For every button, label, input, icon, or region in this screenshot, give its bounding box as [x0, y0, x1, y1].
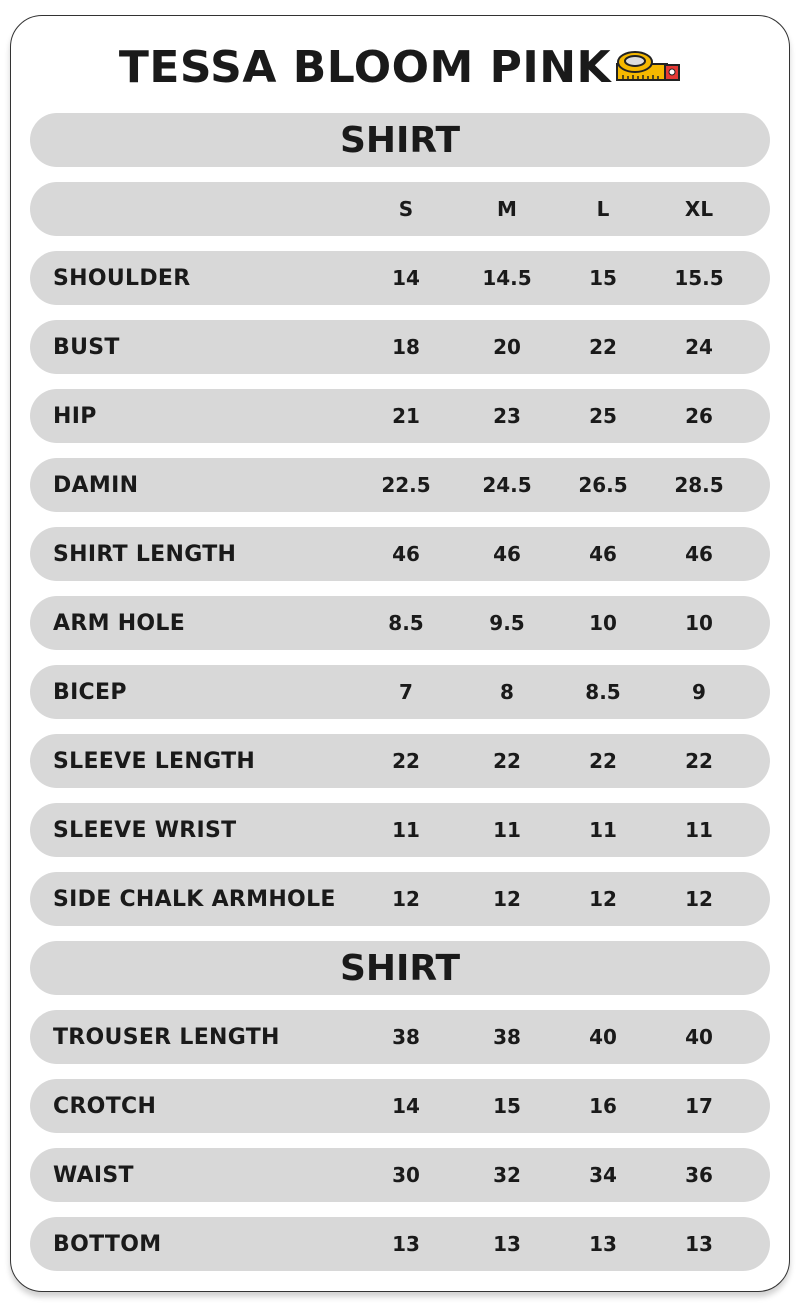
cell-value: 23	[493, 404, 521, 428]
table-row: BOTTOM 13 13 13 13	[30, 1217, 770, 1271]
cell-value: 8	[500, 680, 514, 704]
cell-value: 26.5	[578, 473, 628, 497]
row-label: CROTCH	[53, 1094, 157, 1119]
cell-value: 24	[685, 335, 713, 359]
cell-value: 7	[399, 680, 413, 704]
cell-value: 15	[493, 1094, 521, 1118]
row-label: SHOULDER	[53, 266, 191, 291]
title-text: TESSA BLOOM PINK	[118, 42, 612, 93]
row-label: BOTTOM	[53, 1232, 162, 1257]
size-header: M	[497, 197, 517, 221]
section-heading: SHIRT	[30, 113, 770, 167]
cell-value: 22	[392, 749, 420, 773]
cell-value: 10	[685, 611, 713, 635]
cell-value: 36	[685, 1163, 713, 1187]
cell-value: 11	[589, 818, 617, 842]
section-heading: SHIRT	[30, 941, 770, 995]
row-label: BICEP	[53, 680, 127, 705]
row-label: DAMIN	[53, 473, 139, 498]
table-row: BUST 18 20 22 24	[30, 320, 770, 374]
cell-value: 10	[589, 611, 617, 635]
cell-value: 8.5	[388, 611, 424, 635]
cell-value: 46	[392, 542, 420, 566]
cell-value: 24.5	[482, 473, 532, 497]
table-row: WAIST 30 32 34 36	[30, 1148, 770, 1202]
table-row: SIDE CHALK ARMHOLE 12 12 12 12	[30, 872, 770, 926]
cell-value: 21	[392, 404, 420, 428]
cell-value: 14	[392, 1094, 420, 1118]
row-label: ARM HOLE	[53, 611, 186, 636]
cell-value: 13	[589, 1232, 617, 1256]
row-label: SLEEVE LENGTH	[53, 749, 256, 774]
cell-value: 38	[493, 1025, 521, 1049]
cell-value: 40	[589, 1025, 617, 1049]
row-label: HIP	[53, 404, 97, 429]
cell-value: 9.5	[489, 611, 525, 635]
cell-value: 11	[685, 818, 713, 842]
cell-value: 13	[685, 1232, 713, 1256]
cell-value: 46	[493, 542, 521, 566]
cell-value: 12	[392, 887, 420, 911]
cell-value: 38	[392, 1025, 420, 1049]
cell-value: 22	[685, 749, 713, 773]
row-label: TROUSER LENGTH	[53, 1025, 280, 1050]
size-header: XL	[684, 197, 714, 221]
table-row: SHIRT LENGTH 46 46 46 46	[30, 527, 770, 581]
cell-value: 32	[493, 1163, 521, 1187]
table-row: TROUSER LENGTH 38 38 40 40	[30, 1010, 770, 1064]
cell-value: 15	[589, 266, 617, 290]
cell-value: 17	[685, 1094, 713, 1118]
cell-value: 40	[685, 1025, 713, 1049]
row-label: BUST	[53, 335, 120, 360]
cell-value: 15.5	[674, 266, 724, 290]
size-header-row: S M L XL	[30, 182, 770, 236]
cell-value: 18	[392, 335, 420, 359]
cell-value: 22	[493, 749, 521, 773]
table-row: HIP 21 23 25 26	[30, 389, 770, 443]
cell-value: 14.5	[482, 266, 532, 290]
cell-value: 25	[589, 404, 617, 428]
row-label: SLEEVE WRIST	[53, 818, 237, 843]
table-row: SLEEVE LENGTH 22 22 22 22	[30, 734, 770, 788]
table-row: CROTCH 14 15 16 17	[30, 1079, 770, 1133]
cell-value: 14	[392, 266, 420, 290]
table-row: DAMIN 22.5 24.5 26.5 28.5	[30, 458, 770, 512]
table-row: SHOULDER 14 14.5 15 15.5	[30, 251, 770, 305]
cell-value: 13	[493, 1232, 521, 1256]
cell-value: 34	[589, 1163, 617, 1187]
row-label: SHIRT LENGTH	[53, 542, 237, 567]
cell-value: 16	[589, 1094, 617, 1118]
cell-value: 8.5	[585, 680, 621, 704]
cell-value: 46	[589, 542, 617, 566]
cell-value: 12	[493, 887, 521, 911]
table-row: ARM HOLE 8.5 9.5 10 10	[30, 596, 770, 650]
size-header: S	[398, 197, 414, 221]
cell-value: 26	[685, 404, 713, 428]
size-table: SHIRT S M L XL SHOULDER 14 14.5 15 15.5 BUST 18 20 22…	[30, 113, 770, 1286]
cell-value: 12	[589, 887, 617, 911]
row-label: SIDE CHALK ARMHOLE	[53, 887, 336, 912]
cell-value: 30	[392, 1163, 420, 1187]
cell-value: 46	[685, 542, 713, 566]
cell-value: 12	[685, 887, 713, 911]
cell-value: 22	[589, 335, 617, 359]
cell-value: 22.5	[381, 473, 431, 497]
cell-value: 28.5	[674, 473, 724, 497]
table-row: BICEP 7 8 8.5 9	[30, 665, 770, 719]
cell-value: 11	[392, 818, 420, 842]
cell-value: 13	[392, 1232, 420, 1256]
cell-value: 9	[692, 680, 706, 704]
size-header: L	[596, 197, 610, 221]
row-label: WAIST	[53, 1163, 134, 1188]
measuring-tape-icon	[616, 51, 681, 81]
page-title: TESSA BLOOM PINK	[0, 40, 800, 96]
cell-value: 22	[589, 749, 617, 773]
table-row: SLEEVE WRIST 11 11 11 11	[30, 803, 770, 857]
cell-value: 11	[493, 818, 521, 842]
cell-value: 20	[493, 335, 521, 359]
